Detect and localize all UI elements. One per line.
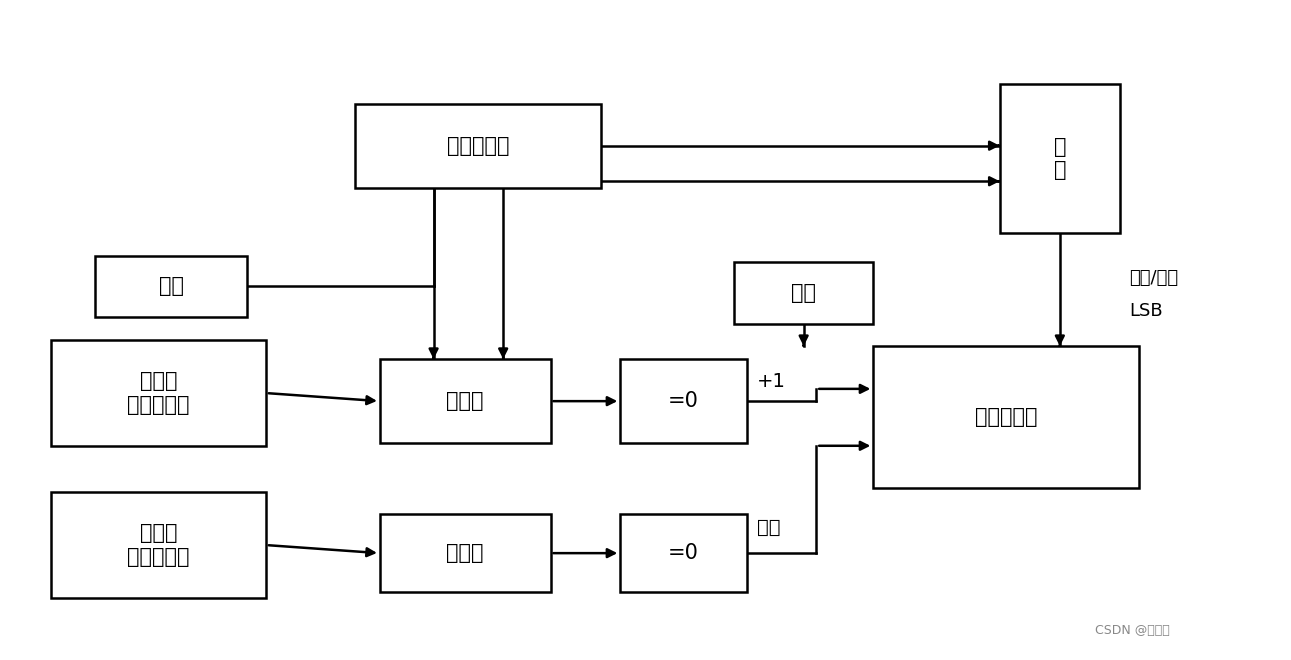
Text: 温度寄存器: 温度寄存器 (975, 407, 1038, 427)
Text: 预置: 预置 (159, 277, 183, 296)
Text: CSDN @岁月哥: CSDN @岁月哥 (1095, 624, 1170, 638)
Text: 比
较: 比 较 (1053, 137, 1066, 180)
Text: +1: +1 (757, 372, 786, 391)
Text: 计数器: 计数器 (447, 391, 484, 411)
FancyBboxPatch shape (355, 104, 602, 187)
Text: 计数器: 计数器 (447, 543, 484, 563)
FancyBboxPatch shape (735, 262, 873, 323)
FancyBboxPatch shape (380, 359, 550, 444)
FancyBboxPatch shape (50, 340, 266, 446)
FancyBboxPatch shape (999, 84, 1119, 233)
FancyBboxPatch shape (620, 359, 746, 444)
Text: 高温度
系数振荡器: 高温度 系数振荡器 (127, 523, 190, 567)
Text: 斜率累加器: 斜率累加器 (447, 136, 509, 156)
FancyBboxPatch shape (873, 346, 1139, 488)
FancyBboxPatch shape (380, 514, 550, 592)
Text: 停止: 停止 (757, 518, 780, 537)
FancyBboxPatch shape (96, 255, 247, 317)
FancyBboxPatch shape (50, 492, 266, 599)
FancyBboxPatch shape (620, 514, 746, 592)
Text: LSB: LSB (1128, 302, 1162, 319)
Text: 预置: 预置 (791, 282, 816, 303)
Text: =0: =0 (667, 543, 698, 563)
Text: =0: =0 (667, 391, 698, 411)
Text: 设置/清除: 设置/清除 (1128, 269, 1177, 287)
Text: 低温度
系数振荡器: 低温度 系数振荡器 (127, 372, 190, 414)
